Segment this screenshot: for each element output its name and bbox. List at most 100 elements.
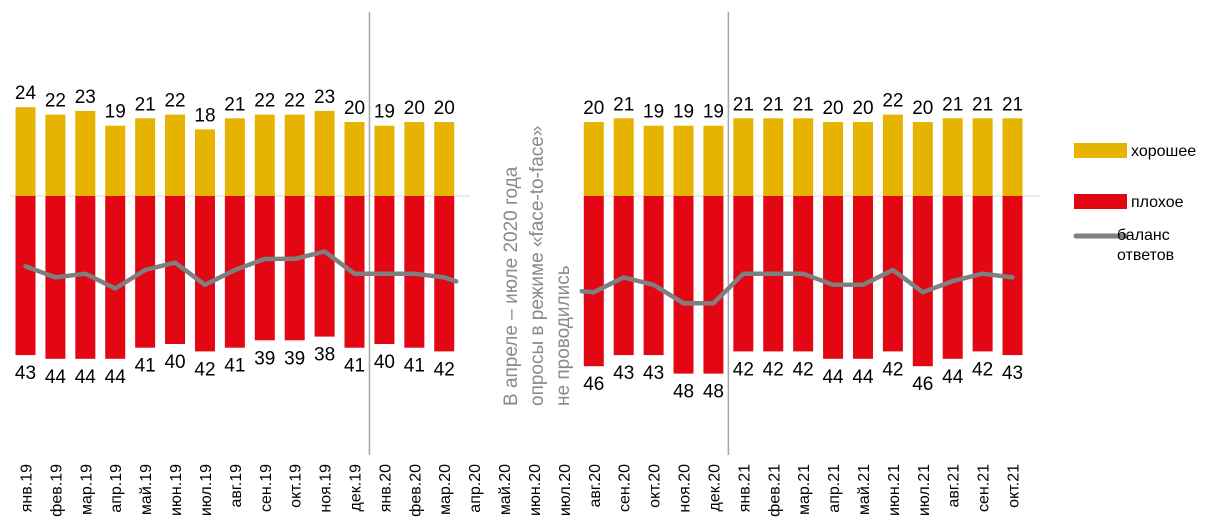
tick-сен.21: сен.21 (976, 464, 993, 512)
bar-bad-июл.19 (194, 196, 215, 352)
tick-янв.20: янв.20 (377, 464, 394, 512)
bar-good-мар.21 (793, 118, 814, 196)
label-good-фев.19: 22 (45, 91, 66, 112)
label-bad-мар.21: 42 (793, 359, 814, 380)
label-bad-фев.20: 41 (404, 356, 425, 377)
tick-фев.20: фев.20 (407, 464, 424, 517)
label-good-мар.19: 23 (75, 87, 96, 108)
label-bad-янв.20: 40 (374, 352, 395, 373)
bar-good-фев.21 (763, 118, 784, 196)
bar-bad-ноя.19 (314, 196, 335, 337)
bar-good-май.19 (135, 118, 156, 196)
tick-сен.19: сен.19 (258, 464, 275, 512)
balance-line-segment-2 (579, 267, 1015, 306)
labels-layer: 24 43 22 44 23 44 19 44 21 41 22 40 18 42 21 41 22 39 22 39… (15, 83, 1023, 402)
label-good-фев.20: 20 (404, 98, 425, 119)
label-good-апр.19: 19 (105, 102, 126, 123)
bars-layer (15, 107, 1023, 374)
bar-bad-окт.20 (643, 196, 664, 356)
tick-май.20: май.20 (497, 464, 514, 515)
label-bad-ноя.19: 38 (314, 345, 335, 366)
ticks-layer: янв.19 фев.19 мар.19 апр.19 май.19 июн.19 июл.… (19, 464, 1023, 517)
label-good-авг.21: 21 (942, 94, 963, 115)
bar-good-апр.19 (105, 125, 126, 196)
bar-bad-апр.19 (105, 196, 126, 359)
bar-bad-ноя.20 (673, 196, 694, 374)
label-good-мар.20: 20 (434, 98, 455, 119)
bar-bad-июл.21 (912, 196, 933, 367)
label-bad-апр.19: 44 (105, 367, 127, 388)
tick-ноя.19: ноя.19 (318, 464, 335, 513)
bar-good-июл.19 (194, 129, 215, 196)
bar-good-ноя.19 (314, 110, 335, 196)
bar-good-сен.21 (972, 118, 993, 196)
label-good-май.21: 20 (852, 98, 873, 119)
label-bad-июн.21: 42 (882, 359, 903, 380)
tick-окт.19: окт.19 (288, 464, 305, 508)
bar-good-мар.19 (75, 110, 96, 196)
bar-bad-сен.19 (254, 196, 275, 341)
bar-bad-июн.21 (882, 196, 903, 352)
label-good-июн.19: 22 (164, 91, 185, 112)
label-good-авг.19: 21 (224, 94, 245, 115)
label-good-сен.21: 21 (972, 94, 993, 115)
tick-май.19: май.19 (138, 464, 155, 515)
legend-label-balance-2: ответов (1117, 247, 1174, 264)
tick-авг.21: авг.21 (946, 464, 963, 508)
tick-июл.21: июл.21 (916, 464, 933, 516)
tick-апр.19: апр.19 (108, 464, 125, 513)
bar-bad-май.21 (852, 196, 873, 359)
tick-апр.20: апр.20 (467, 464, 484, 513)
tick-июн.20: июн.20 (527, 464, 544, 516)
label-good-авг.20: 20 (583, 98, 604, 119)
label-good-дек.19: 20 (344, 98, 365, 119)
label-good-ноя.20: 19 (673, 102, 694, 123)
label-good-ноя.19: 23 (314, 87, 335, 108)
tick-окт.21: окт.21 (1006, 464, 1023, 508)
tick-фев.21: фев.21 (766, 464, 783, 517)
label-bad-фев.19: 44 (45, 367, 67, 388)
line-layer (23, 249, 1015, 306)
label-good-апр.21: 20 (822, 98, 843, 119)
bar-bad-авг.20 (583, 196, 604, 367)
bar-good-мар.20 (434, 122, 455, 196)
label-bad-дек.19: 41 (344, 356, 365, 377)
bar-bad-дек.20 (703, 196, 724, 374)
label-good-июн.21: 22 (882, 91, 903, 112)
bar-good-окт.20 (643, 125, 664, 196)
bar-good-авг.19 (224, 118, 245, 196)
tick-апр.21: апр.21 (826, 464, 843, 513)
bar-good-янв.19 (15, 107, 36, 196)
label-bad-май.21: 44 (852, 367, 874, 388)
bar-good-ноя.20 (673, 125, 694, 196)
label-bad-сен.19: 39 (254, 348, 275, 369)
annotation-line-2: опросы в режиме «face-to-face» (527, 126, 548, 406)
label-bad-окт.20: 43 (643, 363, 664, 384)
label-bad-июл.21: 46 (912, 374, 933, 395)
label-good-окт.20: 19 (643, 102, 664, 123)
label-good-янв.20: 19 (374, 102, 395, 123)
label-bad-янв.19: 43 (15, 363, 36, 384)
label-good-янв.21: 21 (733, 94, 754, 115)
tick-авг.19: авг.19 (228, 464, 245, 508)
bar-good-июн.19 (165, 114, 186, 196)
label-good-мар.21: 21 (793, 94, 814, 115)
annotation-line-1: В апреле – июле 2020 года (501, 166, 522, 406)
bar-good-окт.21 (1002, 118, 1023, 196)
label-good-окт.21: 21 (1002, 94, 1023, 115)
tick-дек.19: дек.19 (348, 464, 365, 512)
tick-май.21: май.21 (856, 464, 873, 515)
legend-swatch-bad (1074, 194, 1127, 209)
tick-июн.21: июн.21 (886, 464, 903, 516)
tick-мар.19: мар.19 (78, 464, 95, 515)
balance-line-segment-1 (23, 249, 459, 291)
bar-good-сен.20 (613, 118, 634, 196)
label-bad-мар.19: 44 (75, 367, 97, 388)
tick-июн.19: июн.19 (168, 464, 185, 516)
bar-bad-июн.19 (165, 196, 186, 344)
bar-bad-янв.19 (15, 196, 36, 356)
bar-good-авг.21 (942, 118, 963, 196)
bar-good-дек.19 (344, 122, 365, 196)
label-bad-июл.19: 42 (194, 359, 215, 380)
label-bad-сен.20: 43 (613, 363, 634, 384)
